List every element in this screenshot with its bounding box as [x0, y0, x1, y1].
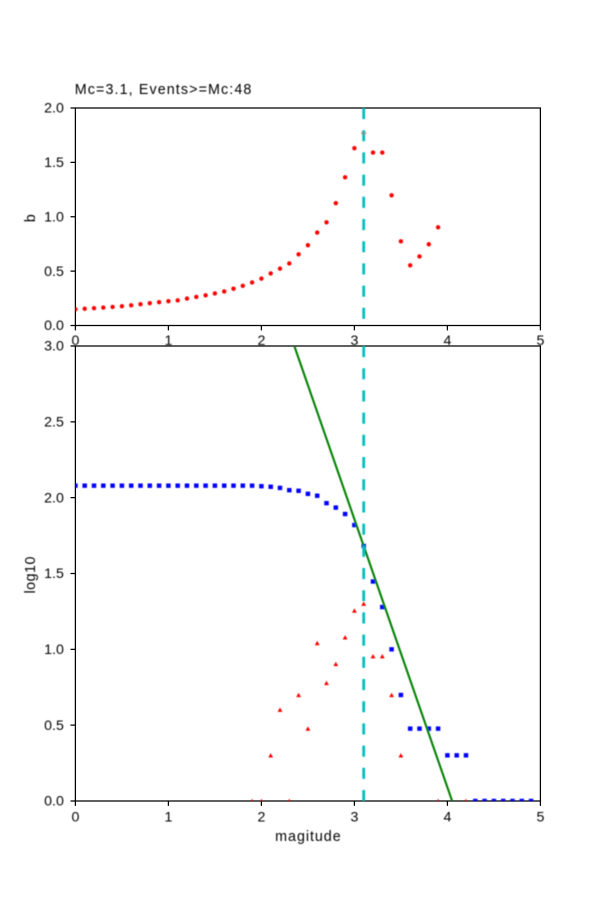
svg-text:magitude: magitude: [275, 829, 341, 845]
svg-text:4: 4: [443, 333, 451, 349]
svg-text:0.5: 0.5: [44, 718, 64, 734]
svg-text:2.0: 2.0: [44, 490, 64, 506]
svg-text:2: 2: [257, 810, 265, 826]
svg-text:1: 1: [164, 810, 172, 826]
svg-text:1.0: 1.0: [44, 642, 64, 658]
svg-text:2.5: 2.5: [44, 415, 64, 431]
svg-text:1: 1: [164, 333, 172, 349]
svg-text:0.0: 0.0: [44, 794, 64, 810]
svg-text:4: 4: [443, 810, 451, 826]
svg-text:0: 0: [71, 333, 79, 349]
svg-text:2: 2: [257, 333, 265, 349]
svg-text:3: 3: [350, 810, 358, 826]
svg-text:2.0: 2.0: [44, 101, 64, 117]
svg-text:1.5: 1.5: [44, 155, 64, 171]
svg-text:3.0: 3.0: [44, 339, 64, 355]
svg-text:0: 0: [71, 810, 79, 826]
svg-text:5: 5: [536, 333, 544, 349]
svg-text:3: 3: [350, 333, 358, 349]
svg-text:Mc=3.1, Events>=Mc:48: Mc=3.1, Events>=Mc:48: [75, 82, 253, 98]
svg-text:1.0: 1.0: [44, 209, 64, 225]
svg-text:b: b: [23, 214, 39, 222]
svg-text:5: 5: [536, 810, 544, 826]
svg-text:0.0: 0.0: [44, 318, 64, 334]
svg-text:log10: log10: [23, 556, 39, 593]
svg-text:1.5: 1.5: [44, 566, 64, 582]
svg-text:0.5: 0.5: [44, 264, 64, 280]
